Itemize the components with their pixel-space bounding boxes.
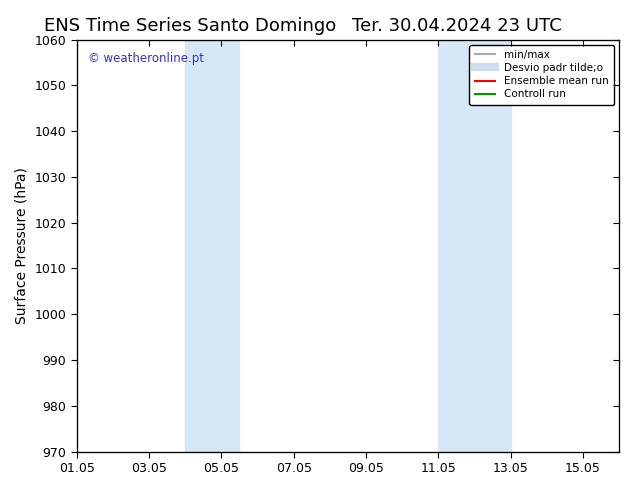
- Legend: min/max, Desvio padr tilde;o, Ensemble mean run, Controll run: min/max, Desvio padr tilde;o, Ensemble m…: [469, 45, 614, 104]
- Y-axis label: Surface Pressure (hPa): Surface Pressure (hPa): [15, 167, 29, 324]
- Text: © weatheronline.pt: © weatheronline.pt: [87, 52, 204, 65]
- Bar: [438, 40, 510, 452]
- Text: Ter. 30.04.2024 23 UTC: Ter. 30.04.2024 23 UTC: [352, 17, 561, 35]
- Bar: [185, 40, 240, 452]
- Text: ENS Time Series Santo Domingo: ENS Time Series Santo Domingo: [44, 17, 336, 35]
